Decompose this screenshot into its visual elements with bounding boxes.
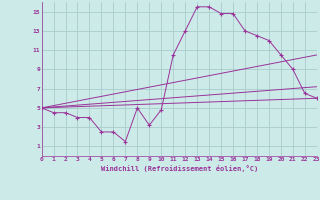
X-axis label: Windchill (Refroidissement éolien,°C): Windchill (Refroidissement éolien,°C)	[100, 165, 258, 172]
